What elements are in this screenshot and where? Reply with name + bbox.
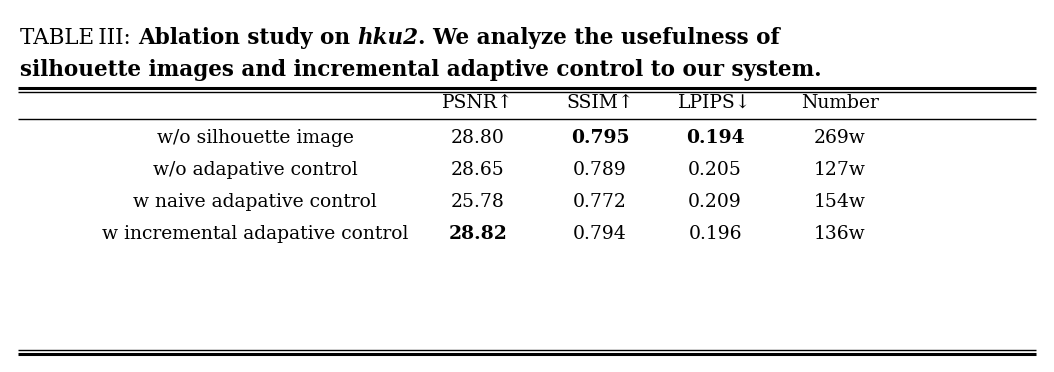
- Text: Ablation study on: Ablation study on: [138, 27, 357, 49]
- Text: 0.794: 0.794: [573, 225, 627, 243]
- Text: 28.65: 28.65: [451, 161, 505, 179]
- Text: w naive adapative control: w naive adapative control: [133, 193, 377, 211]
- Text: TABLE III:: TABLE III:: [20, 27, 138, 49]
- Text: 0.772: 0.772: [573, 193, 627, 211]
- Text: silhouette images and incremental adaptive control to our system.: silhouette images and incremental adapti…: [20, 59, 822, 81]
- Text: 0.789: 0.789: [573, 161, 627, 179]
- Text: w/o silhouette image: w/o silhouette image: [157, 129, 353, 147]
- Text: 0.194: 0.194: [686, 129, 744, 147]
- Text: 0.795: 0.795: [571, 129, 629, 147]
- Text: 154w: 154w: [814, 193, 866, 211]
- Text: 0.209: 0.209: [688, 193, 742, 211]
- Text: 28.80: 28.80: [451, 129, 505, 147]
- Text: PSNR↑: PSNR↑: [443, 94, 513, 112]
- Text: hku2: hku2: [357, 27, 418, 49]
- Text: 25.78: 25.78: [451, 193, 505, 211]
- Text: 269w: 269w: [814, 129, 866, 147]
- Text: SSIM↑: SSIM↑: [566, 94, 633, 112]
- Text: . We analyze the usefulness of: . We analyze the usefulness of: [418, 27, 780, 49]
- Text: 127w: 127w: [814, 161, 866, 179]
- Text: w incremental adapative control: w incremental adapative control: [102, 225, 408, 243]
- Text: 0.196: 0.196: [688, 225, 742, 243]
- Text: w/o adapative control: w/o adapative control: [153, 161, 357, 179]
- Text: 28.82: 28.82: [449, 225, 507, 243]
- Text: 0.205: 0.205: [688, 161, 742, 179]
- Text: LPIPS↓: LPIPS↓: [679, 94, 752, 112]
- Text: Number: Number: [801, 94, 879, 112]
- Text: 136w: 136w: [814, 225, 865, 243]
